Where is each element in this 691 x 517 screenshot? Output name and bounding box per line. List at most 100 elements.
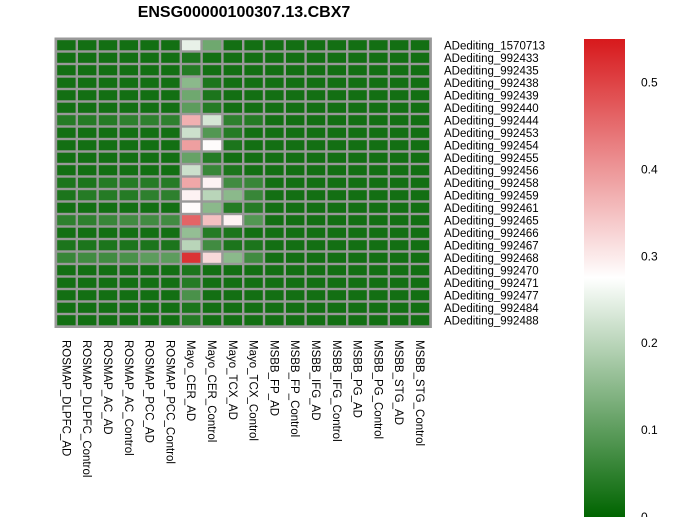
heatmap-cell: [223, 152, 242, 163]
heatmap-cell: [327, 65, 346, 76]
heatmap-cell: [306, 277, 326, 288]
heatmap-cell: [327, 152, 346, 163]
row-label: ADediting_992484: [444, 303, 539, 315]
heatmap-cell: [161, 315, 180, 326]
heatmap-cell: [369, 140, 388, 151]
heatmap-cell: [390, 240, 409, 251]
row-label: ADediting_992468: [444, 253, 539, 265]
heatmap-cell: [390, 165, 409, 176]
heatmap-cell: [182, 140, 201, 151]
heatmap-cell: [410, 215, 430, 226]
heatmap-cell: [348, 127, 367, 138]
heatmap-cell: [410, 302, 430, 313]
heatmap-cell: [78, 40, 97, 51]
heatmap-cell: [161, 252, 180, 263]
heatmap-cell: [57, 140, 76, 151]
heatmap-cell: [369, 165, 388, 176]
heatmap-cell: [306, 102, 326, 113]
heatmap-cell: [244, 177, 263, 188]
heatmap-cell: [78, 177, 97, 188]
heatmap-cell: [265, 202, 284, 213]
heatmap-cell: [119, 40, 138, 51]
heatmap-cell: [348, 190, 367, 201]
heatmap-cell: [182, 240, 201, 251]
heatmap-cell: [244, 315, 263, 326]
heatmap-cell: [327, 215, 346, 226]
heatmap-cell: [119, 115, 138, 126]
heatmap-cell: [223, 177, 242, 188]
heatmap-cell: [78, 202, 97, 213]
heatmap-cell: [223, 265, 242, 276]
heatmap-cell: [182, 177, 201, 188]
row-label: ADediting_992488: [444, 315, 539, 327]
heatmap-cell: [140, 215, 159, 226]
heatmap-cell: [286, 177, 305, 188]
heatmap-cell: [119, 290, 138, 301]
heatmap-cell: [327, 290, 346, 301]
heatmap-cell: [265, 252, 284, 263]
colorbar-tick-label: 0.1: [641, 423, 658, 437]
column-label: MSBB_PG_AD: [351, 340, 363, 418]
heatmap-cell: [327, 252, 346, 263]
row-label: ADediting_992444: [444, 115, 539, 127]
heatmap-cell: [327, 90, 346, 101]
heatmap-cell: [57, 277, 76, 288]
column-label: Mayo_CER_AD: [184, 340, 196, 421]
heatmap-cell: [265, 240, 284, 251]
heatmap-cell: [348, 315, 367, 326]
heatmap-cell: [223, 302, 242, 313]
heatmap-cell: [140, 52, 159, 63]
heatmap-cell: [98, 40, 118, 51]
heatmap-cell: [223, 165, 242, 176]
heatmap-cell: [78, 315, 97, 326]
heatmap-cell: [182, 40, 201, 51]
heatmap-cell: [306, 52, 326, 63]
heatmap-cell: [182, 227, 201, 238]
heatmap-cell: [265, 290, 284, 301]
heatmap-cell: [57, 302, 76, 313]
heatmap-cell: [140, 152, 159, 163]
heatmap-cell: [348, 177, 367, 188]
heatmap-cell: [410, 202, 430, 213]
heatmap-cell: [161, 40, 180, 51]
heatmap-cell: [182, 77, 201, 88]
heatmap-cell: [390, 52, 409, 63]
heatmap-cell: [410, 65, 430, 76]
heatmap-cell: [202, 302, 222, 313]
heatmap-cell: [98, 240, 118, 251]
heatmap-cell: [119, 165, 138, 176]
heatmap-cell: [182, 127, 201, 138]
heatmap-cell: [98, 177, 118, 188]
heatmap-cell: [161, 202, 180, 213]
heatmap-frame: [54, 37, 432, 328]
heatmap-cell: [369, 90, 388, 101]
heatmap-cell: [265, 65, 284, 76]
heatmap-cell: [390, 102, 409, 113]
heatmap-cell: [348, 202, 367, 213]
heatmap-cell: [306, 240, 326, 251]
heatmap-cell: [140, 90, 159, 101]
heatmap-cell: [78, 65, 97, 76]
heatmap-cell: [369, 52, 388, 63]
heatmap-cell: [286, 227, 305, 238]
heatmap-cell: [348, 65, 367, 76]
heatmap-cell: [202, 290, 222, 301]
heatmap-cell: [57, 65, 76, 76]
heatmap-cell: [327, 40, 346, 51]
heatmap-cell: [98, 115, 118, 126]
heatmap-cell: [161, 190, 180, 201]
column-label: ROSMAP_PCC_Control: [163, 340, 175, 464]
heatmap-cell: [306, 77, 326, 88]
heatmap-cell: [390, 127, 409, 138]
heatmap-cell: [223, 190, 242, 201]
heatmap-cell: [410, 240, 430, 251]
heatmap-cell: [369, 65, 388, 76]
heatmap-cell: [410, 177, 430, 188]
heatmap-cell: [369, 202, 388, 213]
column-label: ROSMAP_DLPFC_AD: [59, 340, 71, 456]
heatmap-cell: [202, 252, 222, 263]
heatmap-cell: [327, 115, 346, 126]
row-labels: ADediting_1570713ADediting_992433ADediti…: [444, 40, 545, 327]
heatmap-cell: [57, 52, 76, 63]
heatmap-cell: [306, 165, 326, 176]
